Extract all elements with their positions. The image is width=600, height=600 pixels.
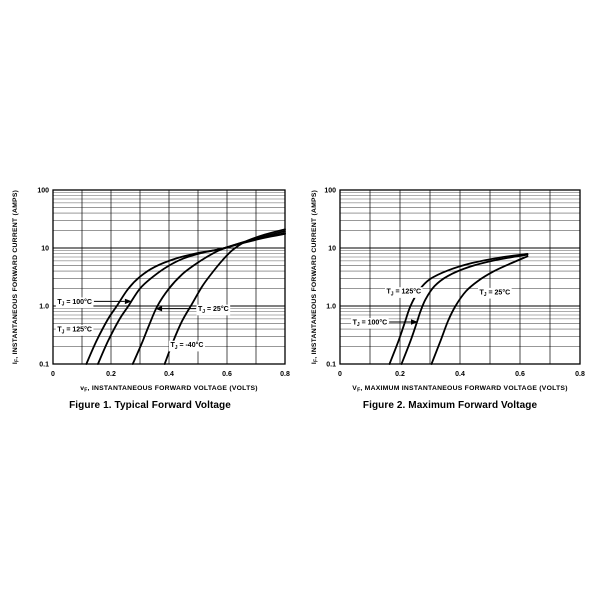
y-tick-label: 0.1 [39, 362, 49, 369]
y-axis-tick-labels: 100 10 1.0 0.1 [324, 188, 336, 369]
x-tick-label: 0.4 [455, 371, 465, 378]
figure-1-typical-forward-voltage: 100 10 1.0 0.1 0 0.2 0.4 0.6 0.8 TJ = 100°C TJ = 2… [0, 140, 300, 440]
y-axis-title: IF, INSTANTANEOUS FORWARD CURRENT (AMPS) [12, 190, 21, 364]
x-tick-label: 0.8 [575, 371, 585, 378]
annotation-label-tj-25c: TJ = 25°C [478, 287, 512, 299]
chart-canvas-2: 100 10 1.0 0.10 0.2 0.4 0.6 0.8 TJ = 125°C TJ = 2… [311, 188, 585, 394]
annotation-arrowhead [124, 298, 132, 305]
svg-text:TJ = 125°C: TJ = 125°C [57, 326, 92, 336]
svg-text:TJ = 25°C: TJ = 25°C [480, 288, 511, 298]
x-tick-label: 0 [51, 371, 55, 378]
y-axis-title: IF, INSTANTANEOUS FORWARD CURRENT (AMPS) [311, 190, 320, 364]
annotation-label-tj-minus40c: TJ = -40°C [168, 340, 205, 352]
y-axis-tick-labels: 100 10 1.0 0.1 [37, 188, 49, 369]
annotation-label-tj-100c: TJ = 100°C [351, 317, 418, 329]
annotation-label-tj-125c: TJ = 125°C [385, 287, 423, 298]
annotation-arrowhead [411, 319, 418, 325]
figure-2-maximum-forward-voltage: 100 10 1.0 0.1 0 0.2 0.4 0.6 0.8 TJ = 125°C TJ = 2… [300, 140, 600, 440]
svg-text:TJ = 100°C: TJ = 100°C [57, 298, 92, 308]
figure-2-caption: Figure 2. Maximum Forward Voltage [362, 400, 538, 411]
y-tick-label: 100 [324, 188, 336, 195]
annotation-arrowhead [155, 305, 163, 312]
svg-text:TJ = 25°C: TJ = 25°C [198, 305, 229, 315]
x-tick-label: 0 [338, 371, 342, 378]
annotation-label-tj-125c: TJ = 125°C [55, 325, 94, 336]
figure-1-caption: Figure 1. Typical Forward Voltage [69, 400, 231, 411]
x-tick-label: 0.6 [515, 371, 525, 378]
curve-tj-125c [388, 253, 529, 365]
x-tick-label: 0.6 [222, 371, 232, 378]
x-tick-label: 0.2 [106, 371, 116, 378]
curve-tj-minus40c [163, 228, 286, 365]
major-gridlines [339, 189, 581, 365]
curve-tj-100c [400, 253, 529, 365]
x-axis-title: vF, INSTANTANEOUS FORWARD VOLTAGE (VOLTS… [80, 385, 258, 394]
x-tick-label: 0.2 [395, 371, 405, 378]
x-axis-tick-labels: 0 0.2 0.4 0.6 0.8 [51, 371, 290, 378]
annotation-label-tj-25c: TJ = 25°C [155, 304, 231, 316]
y-tick-label: 1.0 [39, 304, 49, 311]
y-tick-label: 1.0 [326, 304, 336, 311]
x-tick-label: 0.8 [280, 371, 290, 378]
curve-tj-25c [131, 230, 286, 365]
svg-text:TJ = 125°C: TJ = 125°C [387, 288, 422, 298]
curve-tj-25c [430, 255, 529, 365]
x-axis-tick-labels: 0 0.2 0.4 0.6 0.8 [338, 371, 585, 378]
svg-text:TJ = -40°C: TJ = -40°C [170, 341, 203, 351]
x-axis-title: VF, MAXIMUM INSTANTANEOUS FORWARD VOLTAG… [352, 385, 567, 394]
y-tick-label: 10 [41, 246, 49, 253]
y-tick-label: 100 [37, 188, 49, 195]
annotation-label-tj-100c: TJ = 100°C [55, 297, 132, 309]
y-tick-label: 0.1 [326, 362, 336, 369]
plot-frame [339, 189, 581, 365]
x-tick-label: 0.4 [164, 371, 174, 378]
svg-text:TJ = 100°C: TJ = 100°C [353, 318, 388, 328]
chart-canvas-1: 100 10 1.0 0.10 0.2 0.4 0.6 0.8 TJ = 100°C TJ = 2… [12, 188, 290, 394]
y-tick-label: 10 [328, 246, 336, 253]
major-gridlines [52, 189, 286, 365]
plot-frame [52, 189, 286, 365]
